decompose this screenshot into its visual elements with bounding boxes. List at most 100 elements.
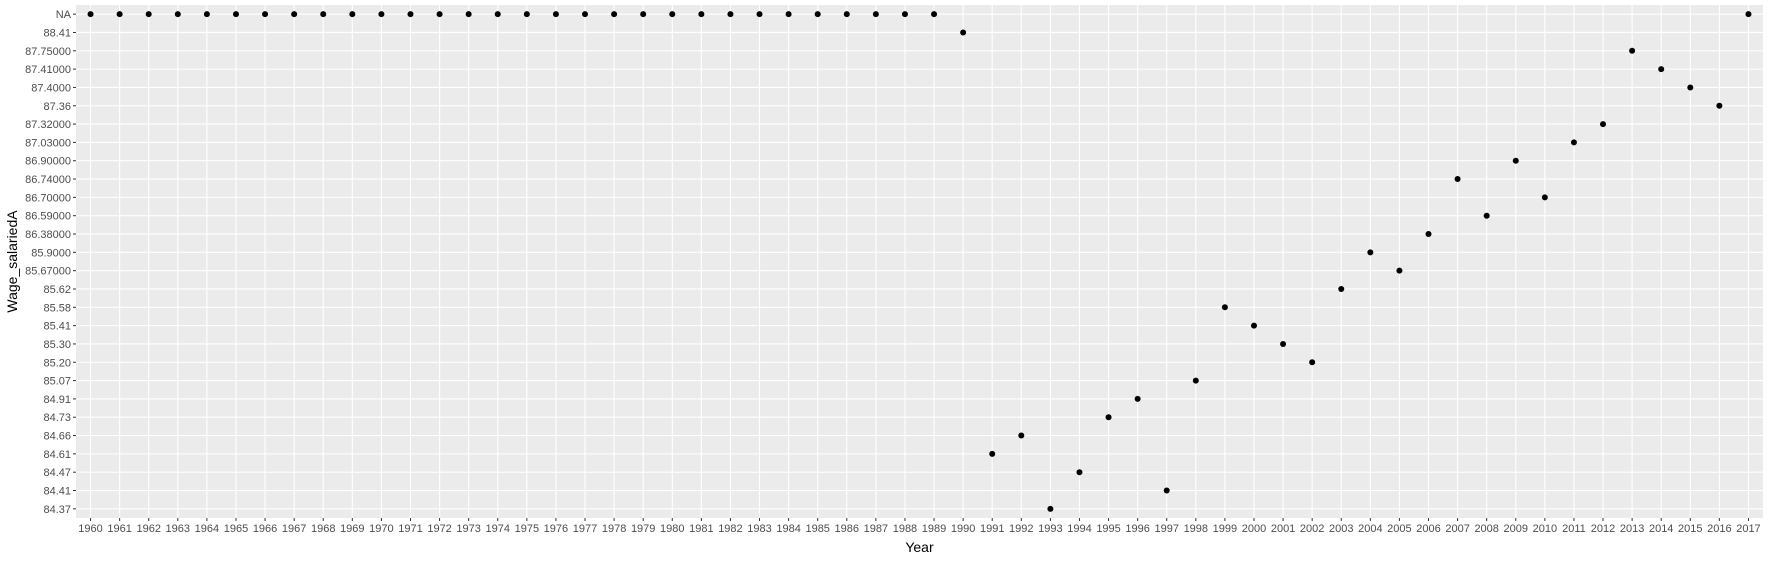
- data-point: [1454, 176, 1461, 183]
- data-point: [698, 11, 705, 18]
- data-point: [523, 11, 530, 18]
- x-tick-label: 1974: [486, 523, 510, 535]
- data-point: [465, 11, 472, 18]
- x-tick-label: 1987: [864, 523, 888, 535]
- x-tick-label: 1983: [747, 523, 771, 535]
- y-tick-label: 86.70000: [25, 192, 71, 204]
- data-point: [1338, 285, 1345, 292]
- data-point: [1483, 212, 1490, 219]
- x-tick-label: 1960: [78, 523, 102, 535]
- data-point: [1629, 47, 1636, 54]
- x-tick-label: 1970: [369, 523, 393, 535]
- x-tick-label: 2008: [1474, 523, 1498, 535]
- data-point: [843, 11, 850, 18]
- x-tick-label: 2016: [1707, 523, 1731, 535]
- y-tick-label: 85.07: [43, 376, 71, 388]
- x-tick-label: 2007: [1445, 523, 1469, 535]
- data-point: [1076, 469, 1083, 476]
- data-point: [1541, 194, 1548, 201]
- data-point: [291, 11, 298, 18]
- x-tick-label: 1963: [166, 523, 190, 535]
- data-point: [1163, 487, 1170, 494]
- x-tick-label: 1992: [1009, 523, 1033, 535]
- data-point: [1280, 340, 1287, 347]
- data-point: [1105, 414, 1112, 421]
- data-point: [174, 11, 181, 18]
- data-point: [262, 11, 269, 18]
- data-point: [1134, 395, 1141, 402]
- x-tick-label: 2001: [1271, 523, 1295, 535]
- y-tick-label: 87.36: [43, 101, 71, 113]
- x-tick-label: 1978: [602, 523, 626, 535]
- y-tick-label: 84.73: [43, 412, 71, 424]
- data-point: [145, 11, 152, 18]
- data-point: [87, 11, 94, 18]
- data-point: [407, 11, 414, 18]
- data-point: [989, 450, 996, 457]
- x-tick-label: 1961: [107, 523, 131, 535]
- data-point: [1687, 84, 1694, 91]
- x-tick-label: 1979: [631, 523, 655, 535]
- y-tick-label: 84.47: [43, 467, 71, 479]
- x-tick-label: 2014: [1649, 523, 1673, 535]
- data-point: [727, 11, 734, 18]
- y-axis-ticks: 84.37 84.41 84.47 84.61 84.66 84.73 84.91 85.07…: [25, 9, 76, 516]
- x-tick-label: 1997: [1154, 523, 1178, 535]
- x-tick-label: 1976: [544, 523, 568, 535]
- data-point: [960, 29, 967, 36]
- x-tick-label: 1991: [980, 523, 1004, 535]
- x-tick-label: 1982: [718, 523, 742, 535]
- x-tick-label: 2017: [1736, 523, 1760, 535]
- data-point: [116, 11, 123, 18]
- x-tick-label: 1985: [805, 523, 829, 535]
- y-tick-label: 85.20: [43, 357, 71, 369]
- x-tick-label: 1969: [340, 523, 364, 535]
- x-tick-label: 2005: [1387, 523, 1411, 535]
- x-tick-label: 2006: [1416, 523, 1440, 535]
- y-tick-label: 85.62: [43, 284, 71, 296]
- data-point: [552, 11, 559, 18]
- y-tick-label: 85.9000: [31, 247, 71, 259]
- data-point: [756, 11, 763, 18]
- x-tick-label: 1993: [1038, 523, 1062, 535]
- x-tick-label: 1996: [1125, 523, 1149, 535]
- data-point: [1309, 359, 1316, 366]
- data-point: [611, 11, 618, 18]
- data-point: [582, 11, 589, 18]
- data-point: [232, 11, 239, 18]
- y-tick-label: 88.41: [43, 27, 71, 39]
- y-tick-label: 87.32000: [25, 119, 71, 131]
- y-tick-label: 84.66: [43, 431, 71, 443]
- x-tick-label: 1966: [253, 523, 277, 535]
- y-tick-label: 86.74000: [25, 174, 71, 186]
- data-point: [1425, 231, 1432, 238]
- data-point: [1745, 11, 1752, 18]
- data-point: [1396, 267, 1403, 274]
- x-tick-label: 2011: [1562, 523, 1586, 535]
- y-tick-label: 86.38000: [25, 229, 71, 241]
- x-tick-label: 1995: [1096, 523, 1120, 535]
- x-tick-label: 1988: [893, 523, 917, 535]
- y-tick-label: NA: [56, 9, 72, 21]
- data-point: [1192, 377, 1199, 384]
- data-point: [1658, 66, 1665, 73]
- data-point: [640, 11, 647, 18]
- y-tick-label: 86.59000: [25, 211, 71, 223]
- y-tick-label: 87.03000: [25, 137, 71, 149]
- y-tick-label: 87.4000: [31, 82, 71, 94]
- data-point: [872, 11, 879, 18]
- x-tick-label: 2012: [1591, 523, 1615, 535]
- x-tick-label: 1971: [398, 523, 422, 535]
- y-tick-label: 85.30: [43, 339, 71, 351]
- x-axis-title: Year: [905, 539, 934, 555]
- x-tick-label: 1999: [1213, 523, 1237, 535]
- x-tick-label: 1981: [689, 523, 713, 535]
- data-point: [1047, 505, 1054, 512]
- y-tick-label: 84.37: [43, 504, 71, 516]
- x-tick-label: 1984: [776, 523, 800, 535]
- data-point: [669, 11, 676, 18]
- data-point: [814, 11, 821, 18]
- y-tick-label: 84.61: [43, 449, 71, 461]
- data-points: [87, 11, 1752, 512]
